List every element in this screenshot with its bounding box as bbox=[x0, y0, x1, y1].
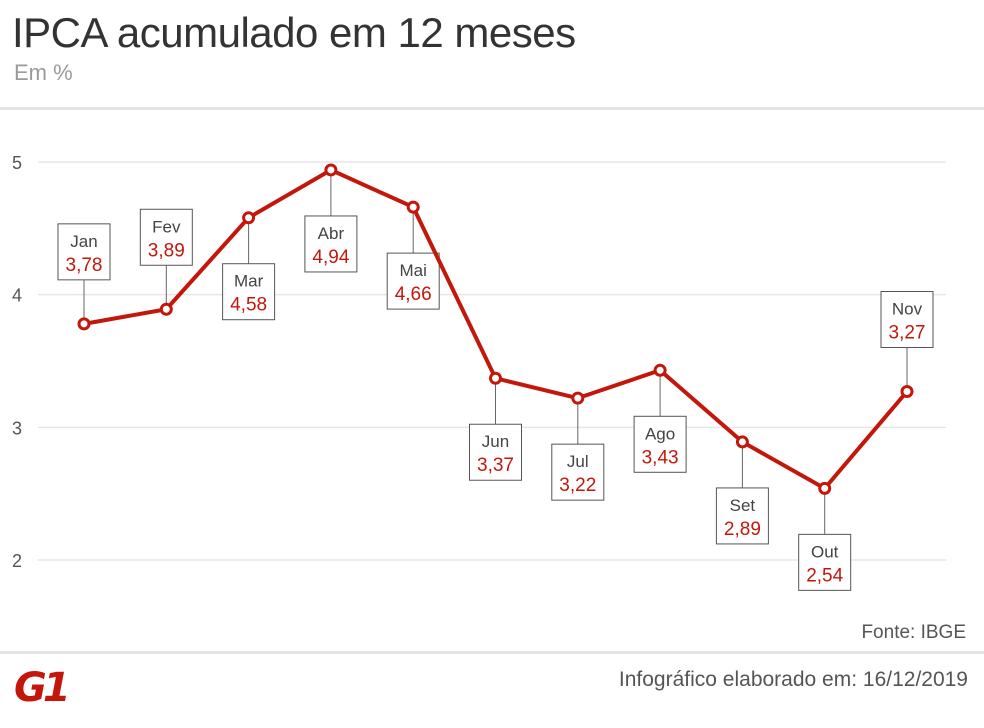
data-label-box bbox=[57, 223, 111, 281]
data-label: 2,54 bbox=[806, 565, 843, 586]
data-label-box bbox=[304, 215, 358, 273]
data-label: 3,22 bbox=[559, 475, 596, 496]
data-point bbox=[77, 317, 91, 331]
x-tick-label: Mar bbox=[234, 272, 264, 291]
data-label: 3,78 bbox=[66, 255, 103, 276]
data-label-box bbox=[386, 252, 440, 310]
line-chart: 2 3 4 5 Jan 3,78 Fev 3,89 Mar 4,58 Abr 4,94 Mai 4,66 J… bbox=[12, 153, 946, 591]
data-label: 4,66 bbox=[395, 284, 432, 305]
data-label: 3,37 bbox=[477, 455, 514, 476]
x-tick-label: Jan bbox=[70, 232, 97, 251]
header-divider bbox=[0, 107, 984, 110]
data-label: 2,89 bbox=[724, 519, 761, 540]
data-label-box bbox=[551, 443, 605, 501]
data-point bbox=[242, 211, 256, 225]
y-tick-label: 5 bbox=[12, 153, 22, 173]
data-label-box bbox=[139, 208, 193, 266]
data-label-box bbox=[222, 263, 276, 321]
data-label: 4,58 bbox=[230, 295, 267, 316]
data-label-box bbox=[469, 423, 522, 481]
x-tick-label: Nov bbox=[892, 300, 923, 319]
x-tick-label: Fev bbox=[152, 217, 181, 236]
data-label: 3,43 bbox=[642, 447, 679, 468]
data-point bbox=[818, 481, 832, 495]
infographic-date-note: Infográfico elaborado em: 16/12/2019 bbox=[618, 668, 968, 691]
data-point bbox=[489, 371, 502, 385]
data-point bbox=[900, 385, 914, 399]
data-point bbox=[159, 302, 173, 316]
x-tick-label: Out bbox=[811, 542, 839, 561]
data-label: 3,89 bbox=[148, 240, 185, 261]
data-point bbox=[735, 435, 749, 449]
data-label: 3,27 bbox=[889, 323, 926, 344]
footer-divider bbox=[0, 651, 984, 654]
x-tick-label: Jun bbox=[482, 432, 509, 451]
data-label-box bbox=[798, 533, 852, 591]
x-tick-label: Jul bbox=[567, 452, 589, 471]
data-point bbox=[324, 163, 338, 177]
chart-subtitle: Em % bbox=[14, 60, 73, 85]
chart-title: IPCA acumulado em 12 meses bbox=[12, 9, 576, 56]
data-label: 4,94 bbox=[312, 247, 349, 268]
data-label-box bbox=[633, 415, 687, 473]
data-point bbox=[653, 363, 667, 377]
source-note: Fonte: IBGE bbox=[861, 622, 966, 643]
data-label-box bbox=[880, 291, 934, 349]
x-tick-label: Mai bbox=[399, 261, 426, 280]
data-point bbox=[406, 200, 420, 214]
g1-logo: G1 bbox=[14, 668, 74, 708]
data-label-box bbox=[715, 487, 769, 545]
g1-logo-text: G1 bbox=[14, 665, 71, 711]
y-tick-label: 4 bbox=[12, 286, 22, 306]
x-tick-label: Abr bbox=[318, 224, 345, 243]
x-tick-label: Set bbox=[730, 496, 756, 515]
y-tick-label: 3 bbox=[12, 418, 22, 438]
x-tick-label: Ago bbox=[645, 424, 675, 443]
data-point bbox=[571, 391, 585, 405]
y-tick-label: 2 bbox=[12, 551, 22, 571]
